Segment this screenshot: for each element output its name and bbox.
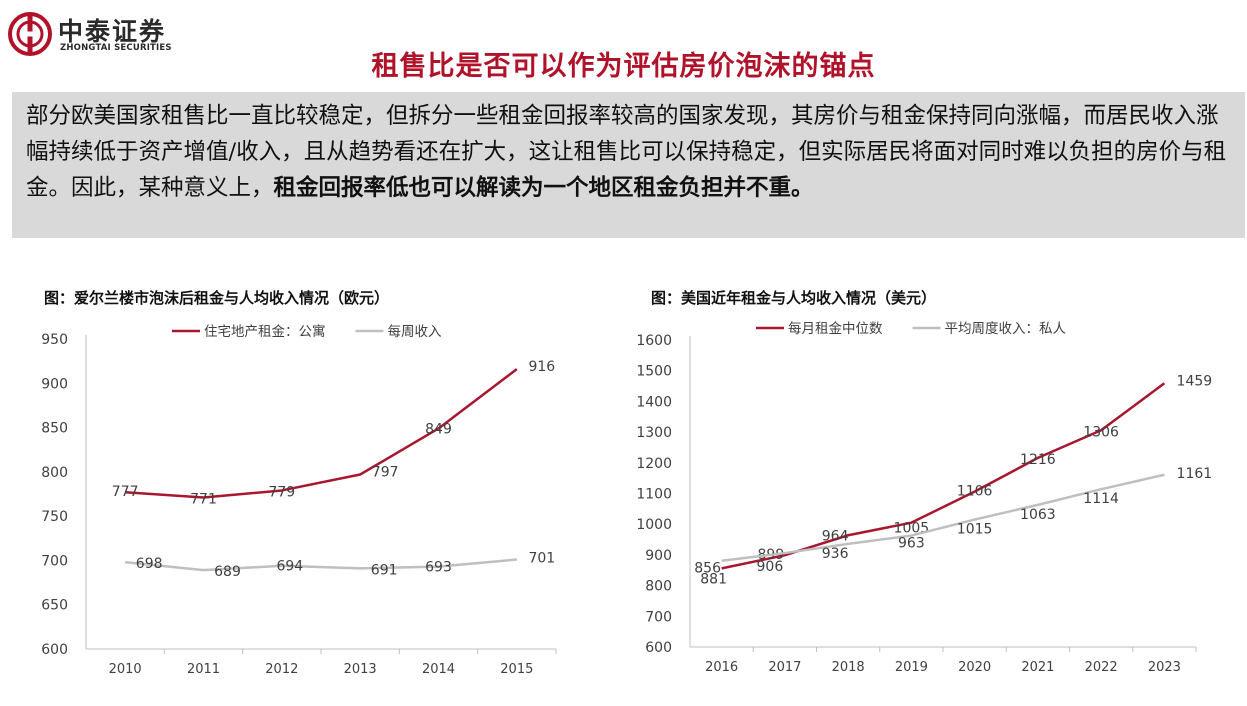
summary-bold-text: 租金回报率低也可以解读为一个地区租金负担并不重。: [273, 175, 814, 201]
y-tick-label: 1000: [636, 517, 672, 533]
x-tick-label: 2023: [1148, 660, 1181, 675]
data-label: 881: [700, 572, 727, 588]
data-label: 694: [276, 559, 303, 575]
data-label: 1216: [1020, 452, 1056, 468]
series-line: [721, 473, 1165, 562]
series-line: [125, 368, 518, 499]
x-tick-label: 2012: [265, 662, 298, 677]
y-tick-label: 600: [41, 642, 68, 658]
data-label: 1114: [1083, 491, 1119, 507]
data-label: 964: [822, 528, 849, 544]
data-label: 777: [112, 484, 139, 500]
data-label: 1063: [1020, 507, 1056, 523]
x-tick-label: 2014: [422, 662, 455, 677]
y-tick-label: 950: [41, 332, 68, 348]
y-tick-label: 1600: [636, 333, 672, 349]
x-tick-label: 2020: [958, 660, 991, 675]
y-tick-label: 900: [645, 548, 672, 564]
data-label: 779: [268, 484, 295, 500]
legend-label: 平均周度收入：私人: [945, 321, 1067, 337]
company-logo: 中泰证券 ZHONGTAI SECURITIES: [8, 10, 208, 58]
series-line: [721, 382, 1166, 570]
y-tick-label: 700: [41, 553, 68, 569]
y-tick-label: 1100: [636, 487, 672, 503]
x-tick-label: 2021: [1021, 660, 1054, 675]
data-label: 856: [694, 560, 721, 576]
y-tick-label: 1500: [636, 364, 672, 380]
y-tick-label: 1400: [636, 394, 672, 410]
page-title: 租售比是否可以作为评估房价泡沫的锚点: [371, 51, 876, 82]
logo-mark-icon: [8, 12, 52, 56]
data-label: 906: [757, 559, 784, 575]
x-tick-label: 2016: [705, 660, 738, 675]
y-tick-label: 800: [41, 465, 68, 481]
data-label: 689: [214, 564, 241, 580]
x-tick-label: 2022: [1085, 660, 1118, 675]
data-label: 1306: [1083, 424, 1119, 440]
data-label: 1015: [957, 522, 993, 538]
chart-title-us: 图：美国近年租金与人均收入情况（美元）: [651, 289, 937, 307]
y-tick-label: 650: [41, 598, 68, 614]
x-tick-label: 2018: [832, 660, 865, 675]
summary-box: 部分欧美国家租售比一直比较稳定，但拆分一些租金回报率较高的国家发现，其房价与租金…: [12, 92, 1245, 238]
x-tick-label: 2011: [187, 662, 220, 677]
y-tick-label: 900: [41, 376, 68, 392]
chart-title-ireland: 图：爱尔兰楼市泡沫后租金与人均收入情况（欧元）: [44, 289, 390, 307]
x-tick-label: 2015: [500, 662, 533, 677]
y-tick-label: 600: [645, 640, 672, 656]
data-label: 691: [371, 562, 398, 578]
logo-name-en: ZHONGTAI SECURITIES: [60, 43, 172, 53]
y-tick-label: 800: [645, 579, 672, 595]
legend-label: 住宅地产租金：公寓: [204, 323, 326, 340]
data-label: 701: [528, 551, 555, 567]
data-label: 1161: [1177, 466, 1213, 482]
y-tick-label: 1200: [636, 456, 672, 472]
y-tick-label: 750: [41, 509, 68, 525]
x-tick-label: 2017: [768, 660, 801, 675]
data-label: 797: [372, 465, 399, 481]
y-tick-label: 700: [645, 609, 672, 625]
x-tick-label: 2019: [895, 660, 928, 675]
data-label: 936: [822, 546, 849, 562]
legend-label: 每月租金中位数: [788, 321, 883, 337]
x-tick-label: 2013: [344, 662, 377, 677]
us-rent-income-chart: 600 700 800 900 1000 1100 1200 1300 1400 1500 1600…: [636, 321, 1213, 675]
y-tick-label: 1300: [636, 425, 672, 441]
data-label: 849: [425, 421, 452, 437]
data-label: 963: [898, 536, 925, 552]
data-label: 916: [528, 359, 555, 375]
summary-text: 部分欧美国家租售比一直比较稳定，但拆分一些租金回报率较高的国家发现，其房价与租金…: [26, 103, 1227, 201]
ireland-rent-income-chart: 600 650 700 750 800 850 900 950 2010 2011 2012 2013…: [41, 323, 557, 677]
logo-name-cn: 中泰证券: [58, 17, 167, 46]
data-label: 698: [136, 556, 163, 572]
x-tick-label: 2010: [109, 662, 142, 677]
legend-label: 每周收入: [388, 324, 442, 340]
data-label: 693: [425, 560, 452, 576]
data-label: 1459: [1177, 373, 1213, 389]
series-line: [125, 558, 517, 572]
data-label: 771: [190, 492, 217, 508]
data-label: 1106: [957, 484, 993, 500]
data-label: 1005: [894, 521, 930, 537]
y-tick-label: 850: [41, 421, 68, 437]
